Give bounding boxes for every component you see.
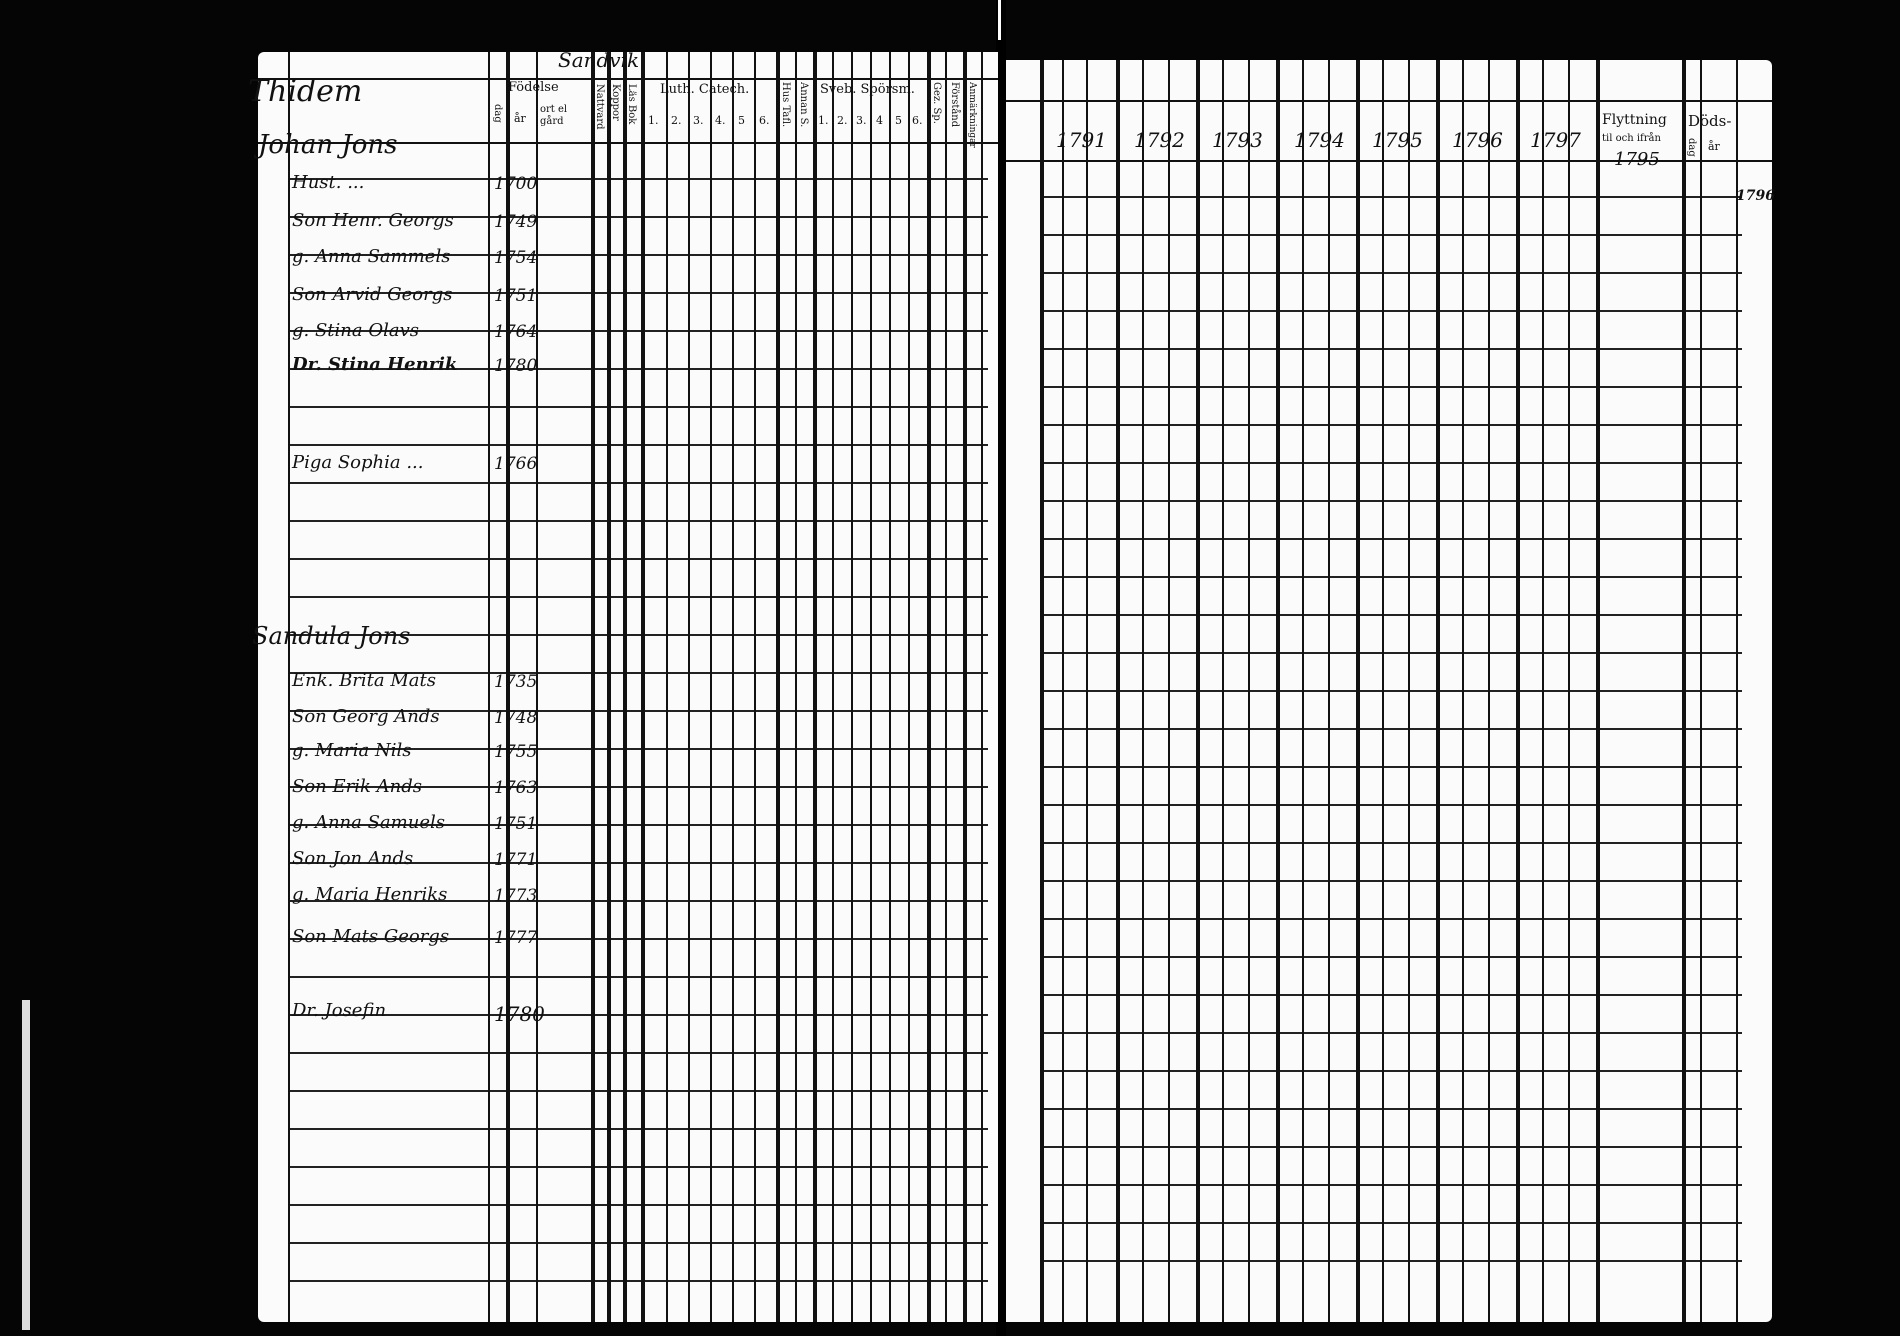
header-luth-catech: Luth. Catech. <box>660 82 750 97</box>
member-year: 1771 <box>494 850 538 870</box>
member-name: Hust. ... <box>292 172 365 193</box>
year-header-1796: 1796 <box>1452 128 1503 152</box>
year-header-1793: 1793 <box>1212 128 1263 152</box>
member-name: g. Anna Sammels <box>292 246 451 267</box>
header-koppor: Koppor <box>610 84 621 121</box>
header-ort: ort el gård <box>540 104 568 127</box>
member-name: Son Erik Ands <box>292 776 422 797</box>
year-header-1797: 1797 <box>1530 128 1581 152</box>
film-edge <box>22 1000 30 1330</box>
luth-col-6: 6. <box>759 114 770 127</box>
header-anmarkning: Anmärkningar <box>967 82 977 148</box>
year-header-1791: 1791 <box>1056 128 1107 152</box>
member-name: Dr. Stina Henrik <box>292 354 458 375</box>
year-header-1795: 1795 <box>1372 128 1423 152</box>
header-fodelse: Födelse <box>508 80 559 95</box>
member-year: 1773 <box>494 886 538 906</box>
member-year: 1766 <box>494 454 538 474</box>
member-year: 1748 <box>494 708 538 728</box>
header-dag: dag <box>492 104 503 123</box>
book-spine <box>996 0 1006 1336</box>
death-entry: 1796 <box>1736 188 1775 204</box>
ruled-rows <box>1040 160 1742 1282</box>
year-header-1792: 1792 <box>1134 128 1185 152</box>
top-annotation: Sandvik <box>558 48 640 72</box>
header-flyttning: Flyttning <box>1602 112 1667 128</box>
member-name: Dr. Josefin <box>292 1000 387 1021</box>
sveb-col-6: 6. <box>912 114 923 127</box>
sveb-col-1: 1. <box>818 114 829 127</box>
sveb-col-2: 2. <box>837 114 848 127</box>
sveb-col-3: 3. <box>856 114 867 127</box>
member-name: Son Henr. Georgs <box>292 210 454 231</box>
header-dods-ar: år <box>1708 140 1720 153</box>
member-year: 1751 <box>494 286 538 306</box>
household-title: Sandula Jons <box>252 622 411 650</box>
member-year: 1763 <box>494 778 538 798</box>
luth-col-5: 5 <box>738 114 745 127</box>
member-year: 1764 <box>494 322 538 342</box>
header-flyttning-sub: til och ifrån <box>1602 133 1661 144</box>
member-year: 1700 <box>494 174 538 194</box>
member-year: 1735 <box>494 672 538 692</box>
member-name: Piga Sophia ... <box>292 452 424 473</box>
member-name: Enk. Brita Mats <box>292 670 436 691</box>
sveb-col-4: 4 <box>876 114 883 127</box>
header-hus-tafl: Hus Tafl. <box>780 82 791 128</box>
flyttning-year: 1795 <box>1614 149 1660 170</box>
member-name: g. Maria Henriks <box>292 884 448 905</box>
header-ar: år <box>514 112 526 125</box>
member-name: Son Jon Ands <box>292 848 414 869</box>
member-name: Son Georg Ands <box>292 706 440 727</box>
right-page: 1791 1792 1793 1794 1795 1796 1797 Flytt… <box>1006 60 1775 1322</box>
header-las: Läs Bok <box>626 84 637 125</box>
luth-col-4: 4. <box>715 114 726 127</box>
header-forstand: Förstånd <box>949 82 960 128</box>
member-year: 1749 <box>494 212 538 232</box>
header-gez: Gez. Sp. <box>931 82 942 124</box>
luth-col-2: 2. <box>671 114 682 127</box>
member-name: g. Anna Samuels <box>292 812 445 833</box>
member-name: Son Arvid Georgs <box>292 284 453 305</box>
household-title: Johan Jons <box>258 130 398 160</box>
member-name: g. Stina Olavs <box>292 320 419 341</box>
member-year: 1755 <box>494 742 538 762</box>
header-nattvard: Nattvard <box>594 84 605 130</box>
left-page: Thidem Sandvik Födelse dag år ort el går… <box>248 48 998 1322</box>
member-year: 1780 <box>494 356 538 376</box>
luth-col-3: 3. <box>693 114 704 127</box>
member-year: 1777 <box>494 928 538 948</box>
sveb-col-5: 5 <box>895 114 902 127</box>
member-year: 1780 <box>494 1002 545 1026</box>
member-year: 1754 <box>494 248 538 268</box>
parish-heading: Thidem <box>248 74 363 109</box>
member-name: g. Maria Nils <box>292 740 412 761</box>
header-annan: Annan S. <box>798 82 809 128</box>
header-dods-dag: dag <box>1686 138 1697 157</box>
header-sveb: Sveb. Spörsm. <box>820 82 915 97</box>
header-dods: Döds- <box>1688 112 1732 130</box>
member-name: Son Mats Georgs <box>292 926 450 947</box>
member-year: 1751 <box>494 814 538 834</box>
luth-col-1: 1. <box>648 114 659 127</box>
year-header-1794: 1794 <box>1294 128 1345 152</box>
